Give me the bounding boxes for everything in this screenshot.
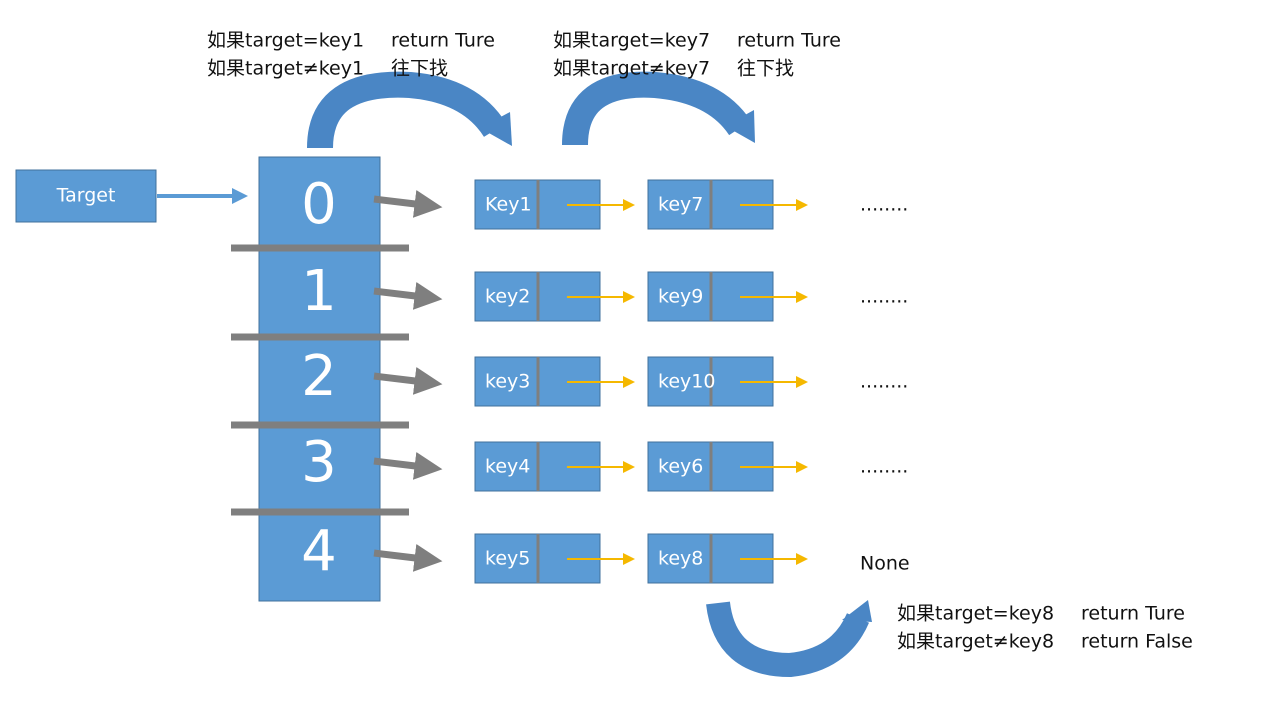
curved-arrow	[562, 71, 751, 146]
bucket-arrow	[373, 452, 443, 480]
row-end: ........	[860, 371, 908, 393]
annotation-condition: 如果target=key8	[897, 603, 1054, 625]
annotation-condition: 如果target≠key7	[553, 58, 710, 80]
annotation-result: 往下找	[737, 58, 794, 80]
node-key: key5	[485, 548, 530, 570]
bucket-arrow	[373, 190, 443, 218]
bucket-index: 3	[301, 430, 337, 495]
bucket-arrow	[373, 544, 443, 572]
annotation-condition: 如果target≠key8	[897, 631, 1054, 653]
bucket-column	[258, 156, 381, 602]
node-key: Key1	[485, 194, 532, 216]
node-key: key10	[658, 371, 715, 393]
bucket-index: 0	[301, 172, 337, 237]
node-key: key6	[658, 456, 703, 478]
bucket-index: 1	[301, 259, 337, 324]
curved-arrow	[307, 71, 507, 149]
arrow-head	[842, 600, 872, 622]
row-end: None	[860, 553, 910, 575]
annotation-result: return Ture	[737, 30, 841, 52]
node-key: key3	[485, 371, 530, 393]
annotation-result: return Ture	[1081, 603, 1185, 625]
target-label: Target	[56, 185, 116, 207]
annotation-result: return False	[1081, 631, 1193, 653]
node-key: key7	[658, 194, 703, 216]
node-key: key4	[485, 456, 530, 478]
annotation-condition: 如果target≠key1	[207, 58, 364, 80]
node-key: key9	[658, 286, 703, 308]
bucket-arrow	[373, 367, 443, 395]
annotation-result: 往下找	[391, 58, 448, 80]
bucket-arrow	[373, 282, 443, 310]
node-key: key2	[485, 286, 530, 308]
annotation-condition: 如果target=key7	[553, 30, 710, 52]
arrow-head	[725, 110, 755, 143]
arrow-head	[480, 112, 512, 146]
curved-arrow	[706, 601, 870, 678]
annotation-condition: 如果target=key1	[207, 30, 364, 52]
target-box	[15, 169, 157, 223]
bucket-index: 2	[301, 344, 337, 409]
bucket-index: 4	[301, 519, 337, 584]
row-end: ........	[860, 194, 908, 216]
row-end: ........	[860, 286, 908, 308]
row-end: ........	[860, 456, 908, 478]
node-key: key8	[658, 548, 703, 570]
annotation-result: return Ture	[391, 30, 495, 52]
